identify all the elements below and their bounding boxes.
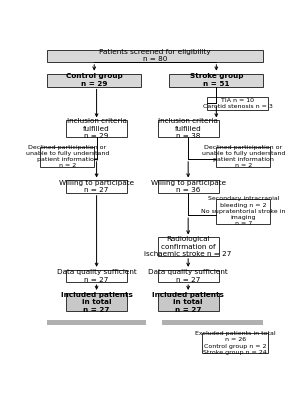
Text: Data quality sufficient
n = 27: Data quality sufficient n = 27 — [148, 269, 228, 283]
Text: Control group
n = 29: Control group n = 29 — [66, 73, 123, 87]
Text: Declined participation or
unable to fully understand
patient information
n = 2: Declined participation or unable to full… — [25, 145, 109, 168]
Text: Willing to participate
n = 27: Willing to participate n = 27 — [59, 180, 134, 193]
Text: Data quality sufficient
n = 27: Data quality sufficient n = 27 — [57, 269, 136, 283]
Text: Inclusion criteria
fulfilled
n = 29: Inclusion criteria fulfilled n = 29 — [67, 118, 127, 139]
FancyBboxPatch shape — [158, 238, 219, 256]
Text: TIA n = 10
Carotid stenosis n = 3: TIA n = 10 Carotid stenosis n = 3 — [202, 98, 272, 109]
FancyBboxPatch shape — [207, 97, 268, 110]
FancyBboxPatch shape — [66, 120, 127, 137]
Text: Patients screened for eligibility
n = 80: Patients screened for eligibility n = 80 — [99, 49, 211, 62]
FancyBboxPatch shape — [202, 333, 268, 353]
FancyBboxPatch shape — [47, 74, 141, 86]
FancyBboxPatch shape — [47, 320, 146, 325]
FancyBboxPatch shape — [158, 120, 219, 137]
Text: Included patients
in total
n = 27: Included patients in total n = 27 — [152, 292, 224, 313]
FancyBboxPatch shape — [40, 146, 94, 166]
FancyBboxPatch shape — [162, 320, 263, 325]
Text: Stroke group
n = 51: Stroke group n = 51 — [190, 73, 243, 87]
Text: Radiological
confirmation of
ischaemic stroke n = 27: Radiological confirmation of ischaemic s… — [145, 236, 232, 257]
FancyBboxPatch shape — [66, 293, 127, 311]
FancyBboxPatch shape — [216, 199, 270, 224]
FancyBboxPatch shape — [158, 180, 219, 193]
Text: Willing to participate
n = 36: Willing to participate n = 36 — [151, 180, 226, 193]
FancyBboxPatch shape — [66, 270, 127, 282]
Text: Included patients
in total
n = 27: Included patients in total n = 27 — [61, 292, 132, 313]
FancyBboxPatch shape — [47, 50, 263, 62]
Text: Declined participation or
unable to fully understand
patient information
n = 2: Declined participation or unable to full… — [202, 145, 285, 168]
FancyBboxPatch shape — [66, 180, 127, 193]
FancyBboxPatch shape — [158, 270, 219, 282]
Text: Secondary intracranial
bleeding n = 2
No supratentorial stroke in
imaging
n = 7: Secondary intracranial bleeding n = 2 No… — [201, 196, 285, 226]
FancyBboxPatch shape — [158, 293, 219, 311]
Text: Inclusion criteria
fulfilled
n = 38: Inclusion criteria fulfilled n = 38 — [158, 118, 218, 139]
FancyBboxPatch shape — [169, 74, 263, 86]
FancyBboxPatch shape — [216, 146, 270, 166]
Text: Excluded patients in total
n = 26
Control group n = 2
Stroke group n = 24: Excluded patients in total n = 26 Contro… — [195, 331, 275, 355]
